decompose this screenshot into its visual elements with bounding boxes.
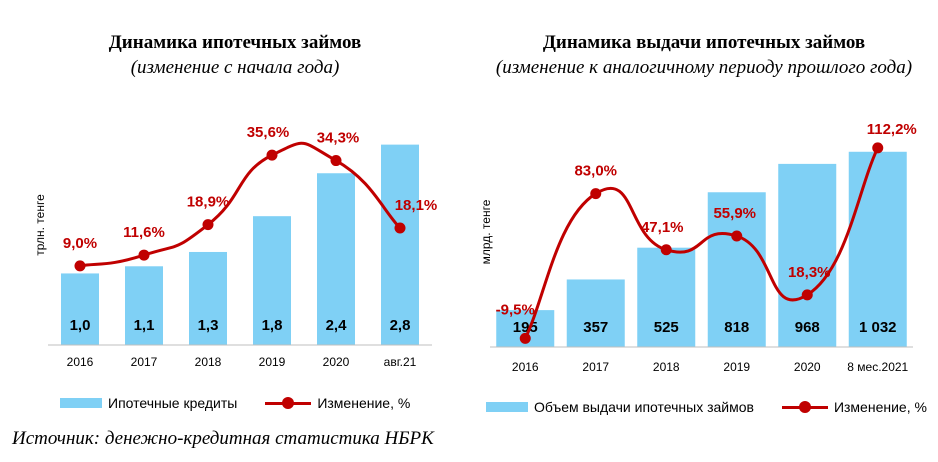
x-tick-label: 2019 xyxy=(259,355,286,369)
bar-value-label: 2,8 xyxy=(390,317,411,334)
chart-title: Динамика ипотечных займов xyxy=(108,32,362,53)
x-tick-label: 2020 xyxy=(794,360,821,374)
mortgage-issuance-chart: Динамика выдачи ипотечных займов (измене… xyxy=(470,0,938,430)
x-tick-label: 2017 xyxy=(582,360,609,374)
legend-bar-swatch xyxy=(486,402,528,412)
x-tick-label: 2018 xyxy=(653,360,680,374)
chart-legend: Объем выдачи ипотечных займов Изменение,… xyxy=(486,399,927,415)
change-pct-label: 11,6% xyxy=(123,224,165,241)
x-tick-label: 2020 xyxy=(323,355,350,369)
source-note: Источник: денежно-кредитная статистика Н… xyxy=(12,428,434,449)
change-pct-label: 34,3% xyxy=(317,130,360,147)
chart-subtitle: (изменение к аналогичному периоду прошло… xyxy=(495,57,913,78)
bar xyxy=(637,247,696,347)
change-pct-label: 83,0% xyxy=(574,163,617,180)
x-tick-label: 2018 xyxy=(195,355,222,369)
bar-value-label: 2,4 xyxy=(326,317,348,334)
x-tick-label: 8 мес.2021 xyxy=(847,360,908,374)
x-tick-label: 2017 xyxy=(131,355,158,369)
x-tick-label: авг.21 xyxy=(384,355,417,369)
change-pct-label: -9,5% xyxy=(496,301,535,318)
change-pct-label: 9,0% xyxy=(63,235,97,252)
line-point xyxy=(801,289,813,301)
line-point xyxy=(872,142,884,154)
legend-line-swatch xyxy=(781,401,828,413)
change-pct-label: 112,2% xyxy=(867,121,917,138)
bar-value-label: 1 032 xyxy=(859,319,897,336)
legend-bar-label: Объем выдачи ипотечных займов xyxy=(534,399,754,415)
legend-line-swatch xyxy=(265,397,312,409)
line-point xyxy=(519,332,531,344)
line-point xyxy=(202,219,214,231)
change-pct-label: 35,6% xyxy=(247,124,290,141)
x-tick-label: 2016 xyxy=(67,355,94,369)
bar-value-label: 1,1 xyxy=(134,317,155,334)
mortgage-loans-plot: трлн. тенге 1,0 1,1 1,3 1,8 2,4 2,8 2016 2017 201… xyxy=(33,124,438,369)
line-point xyxy=(266,149,278,161)
line-point xyxy=(731,230,743,242)
bar xyxy=(778,163,837,347)
y-axis-label: млрд. тенге xyxy=(479,199,493,264)
chart-subtitle: (изменение с начала года) xyxy=(130,57,340,78)
bar-value-label: 525 xyxy=(654,319,679,336)
line-series xyxy=(523,147,880,340)
bar xyxy=(125,266,163,345)
chart-legend: Ипотечные кредиты Изменение, % xyxy=(60,395,410,411)
bar-value-label: 1,0 xyxy=(70,317,91,334)
line-point xyxy=(394,222,406,234)
change-pct-label: 55,9% xyxy=(713,205,756,222)
bar xyxy=(848,151,907,347)
mortgage-loans-chart: Динамика ипотечных займов (изменение с н… xyxy=(0,0,470,430)
x-tick-label: 2019 xyxy=(723,360,750,374)
bar xyxy=(381,144,419,345)
x-tick-label: 2016 xyxy=(512,360,539,374)
bar xyxy=(707,192,766,347)
legend-bar-swatch xyxy=(60,398,102,408)
bar xyxy=(317,173,355,345)
change-pct-label: 18,3% xyxy=(788,264,831,281)
change-pct-label: 18,1% xyxy=(395,197,438,214)
bar-value-label: 818 xyxy=(724,319,749,336)
bar xyxy=(61,273,99,345)
bar xyxy=(253,216,291,345)
bar xyxy=(566,279,625,347)
line-point xyxy=(138,249,150,261)
legend-bar-label: Ипотечные кредиты xyxy=(108,395,238,411)
bar-value-label: 1,3 xyxy=(198,317,219,334)
legend-line-label: Изменение, % xyxy=(833,399,927,415)
bar xyxy=(189,251,227,345)
change-pct-label: 47,1% xyxy=(641,219,684,236)
bar-value-label: 357 xyxy=(583,319,608,336)
legend-line-label: Изменение, % xyxy=(317,395,411,411)
bar-value-label: 1,8 xyxy=(262,317,283,334)
line-point xyxy=(590,188,602,200)
y-axis-label: трлн. тенге xyxy=(33,194,47,256)
change-pct-label: 18,9% xyxy=(187,194,230,211)
line-point xyxy=(330,155,342,167)
bar-value-label: 968 xyxy=(795,319,820,336)
line-point xyxy=(74,260,86,272)
chart-title: Динамика выдачи ипотечных займов xyxy=(542,32,866,53)
line-point xyxy=(660,244,672,256)
